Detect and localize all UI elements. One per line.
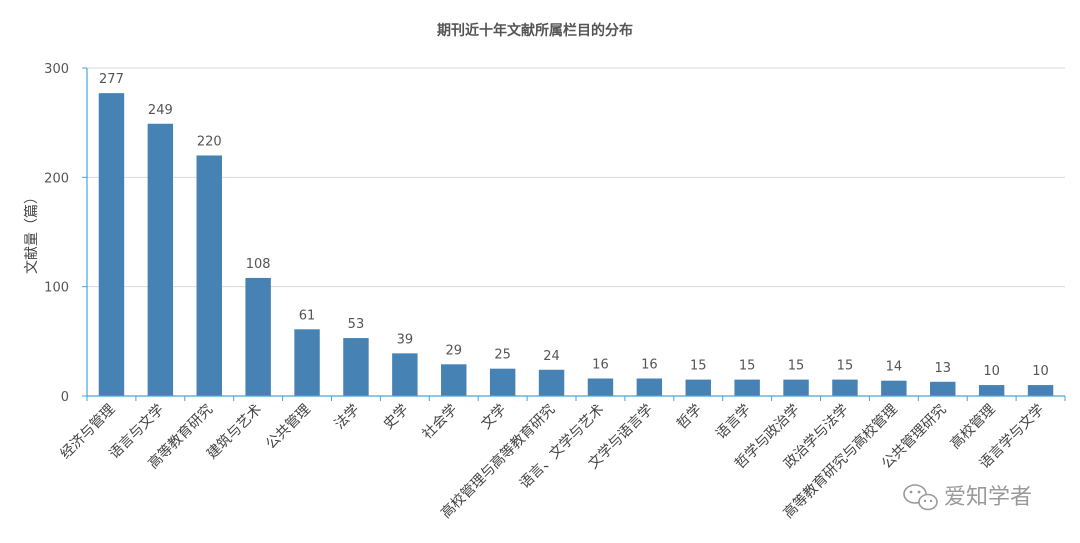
y-tick-labels: 0 100 200 300 [44, 62, 69, 405]
bars [98, 93, 1054, 396]
y-tick-label: 200 [44, 171, 69, 186]
bar [881, 380, 907, 396]
bar [587, 378, 614, 396]
bar [98, 93, 125, 396]
x-tick-label: 哲学 [674, 402, 705, 433]
bar [783, 379, 809, 396]
data-label: 61 [299, 308, 316, 323]
data-label: 16 [641, 358, 658, 373]
watermark: 爱知学者 [903, 484, 1032, 511]
data-label: 15 [739, 359, 756, 374]
data-label: 15 [837, 359, 854, 374]
bar [343, 338, 369, 396]
x-tick-label: 史学 [381, 402, 412, 433]
bar [441, 364, 467, 396]
x-tick-label: 语言学 [713, 402, 754, 443]
x-tick-label: 社会学 [420, 402, 461, 443]
chart-title: 期刊近十年文献所属栏目的分布 [437, 22, 633, 39]
wechat-icon [903, 484, 938, 511]
gridlines [82, 67, 1065, 397]
bar [489, 368, 516, 396]
data-label: 15 [788, 359, 805, 374]
watermark-text: 爱知学者 [944, 485, 1032, 510]
data-label: 15 [690, 359, 707, 374]
data-label: 277 [99, 72, 124, 87]
bar [978, 385, 1005, 396]
bar [1027, 385, 1054, 396]
data-label: 14 [886, 360, 903, 375]
bar [147, 123, 174, 396]
x-tick-label: 法学 [332, 402, 363, 433]
bar [636, 378, 663, 396]
data-label: 16 [592, 358, 609, 373]
y-tick-label: 100 [44, 281, 69, 296]
bar [930, 381, 956, 396]
x-tick-label: 语言、文学与艺术 [517, 402, 608, 493]
data-label: 29 [445, 343, 462, 358]
bar [294, 329, 320, 396]
y-tick-label: 300 [44, 62, 69, 77]
x-tick-label: 文学 [478, 402, 509, 433]
data-label: 25 [494, 348, 511, 363]
x-tick-label: 高校管理 [947, 401, 999, 453]
data-label: 249 [148, 103, 173, 118]
y-axis-label: 文献量（篇） [24, 190, 40, 274]
data-label: 39 [397, 332, 414, 347]
bar [832, 379, 858, 396]
bar [196, 155, 222, 396]
data-label: 13 [934, 361, 951, 376]
bar [538, 369, 565, 396]
data-label: 10 [983, 364, 1000, 379]
data-label: 108 [246, 257, 271, 272]
x-tick-label: 公共管理 [263, 402, 314, 453]
y-tick-label: 0 [61, 390, 69, 405]
bar [685, 379, 711, 396]
data-label: 220 [197, 134, 222, 149]
axes [86, 68, 1066, 401]
bar [245, 277, 271, 396]
bar [392, 353, 418, 396]
data-label: 24 [543, 349, 560, 364]
bar [734, 379, 760, 396]
data-labels: 277 249 220 108 61 53 39 29 25 24 16 16 15 15 15 15 14 13… [99, 72, 1049, 379]
data-label: 10 [1032, 364, 1049, 379]
data-label: 53 [348, 317, 365, 332]
